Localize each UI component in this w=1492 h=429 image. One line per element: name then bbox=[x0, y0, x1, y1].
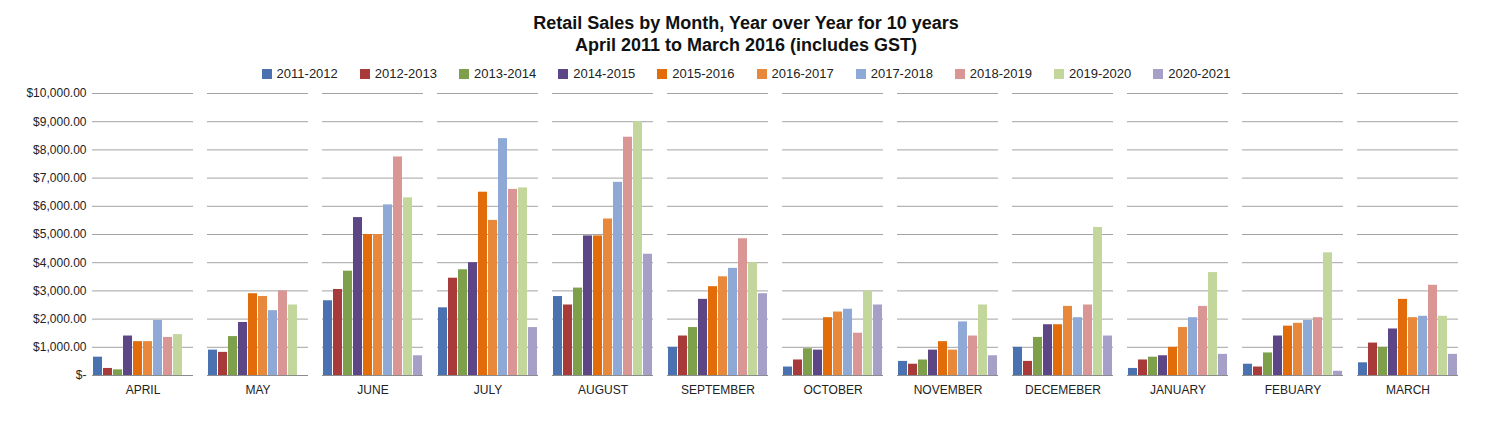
svg-text:DECEMEBER: DECEMEBER bbox=[1025, 383, 1101, 397]
svg-text:MARCH: MARCH bbox=[1386, 383, 1430, 397]
svg-text:SEPTEMBER: SEPTEMBER bbox=[681, 383, 755, 397]
html-text:2015-2016: 2015-2016 bbox=[672, 66, 735, 81]
svg-text:$4,000.00: $4,000.00 bbox=[33, 256, 87, 270]
html-text:2017-2018: 2017-2018 bbox=[870, 66, 933, 81]
svg-text:$8,000.00: $8,000.00 bbox=[33, 143, 87, 157]
svg-text:$6,000.00: $6,000.00 bbox=[33, 199, 87, 213]
html-text:2014-2015: 2014-2015 bbox=[573, 66, 636, 81]
svg-text:$7,000.00: $7,000.00 bbox=[33, 171, 87, 185]
html-text:2019-2020: 2019-2020 bbox=[1069, 66, 1132, 81]
html-text:2020-2021: 2020-2021 bbox=[1168, 66, 1231, 81]
svg-text:NOVEMBER: NOVEMBER bbox=[914, 383, 983, 397]
svg-text:MAY: MAY bbox=[245, 383, 270, 397]
svg-text:JANUARY: JANUARY bbox=[1150, 383, 1206, 397]
html-text:2016-2017: 2016-2017 bbox=[771, 66, 834, 81]
html-text:Retail Sales by Month, Year ov: Retail Sales by Month, Year over Year fo… bbox=[533, 13, 959, 33]
svg-text:$-: $- bbox=[76, 368, 87, 382]
html-text:2018-2019: 2018-2019 bbox=[969, 66, 1032, 81]
svg-text:FEBUARY: FEBUARY bbox=[1265, 383, 1321, 397]
html-text:2011-2012: 2011-2012 bbox=[276, 66, 338, 81]
svg-text:JULY: JULY bbox=[474, 383, 502, 397]
svg-text:$5,000.00: $5,000.00 bbox=[33, 227, 87, 241]
html-text:April 2011 to March 2016 (incl: April 2011 to March 2016 (includes GST) bbox=[574, 35, 918, 55]
svg-text:JUNE: JUNE bbox=[357, 383, 388, 397]
svg-text:OCTOBER: OCTOBER bbox=[803, 383, 862, 397]
svg-text:$2,000.00: $2,000.00 bbox=[33, 312, 87, 326]
svg-text:APRIL: APRIL bbox=[126, 383, 161, 397]
svg-text:$9,000.00: $9,000.00 bbox=[33, 115, 87, 129]
html-text:2013-2014: 2013-2014 bbox=[474, 66, 537, 81]
svg-text:AUGUST: AUGUST bbox=[578, 383, 629, 397]
svg-text:$10,000.00: $10,000.00 bbox=[26, 86, 86, 100]
svg-text:$3,000.00: $3,000.00 bbox=[33, 284, 87, 298]
html-text:2012-2013: 2012-2013 bbox=[374, 66, 437, 81]
svg-text:$1,000.00: $1,000.00 bbox=[33, 340, 87, 354]
